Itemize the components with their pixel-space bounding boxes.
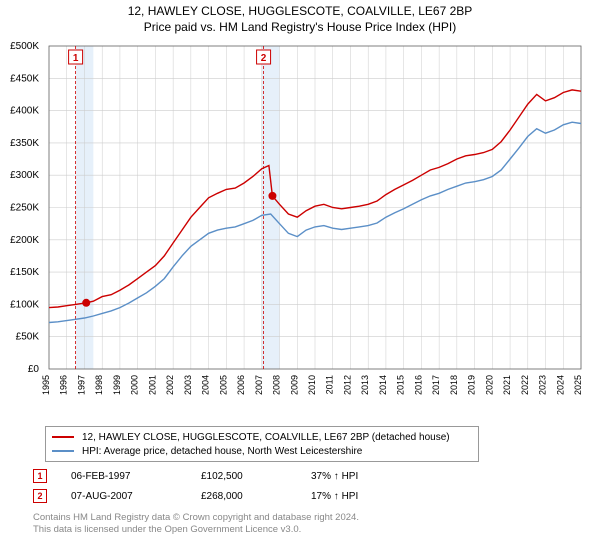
svg-text:2018: 2018 xyxy=(449,375,459,395)
svg-text:2019: 2019 xyxy=(467,375,477,395)
svg-text:2015: 2015 xyxy=(396,375,406,395)
svg-text:£0: £0 xyxy=(28,364,40,375)
svg-text:2025: 2025 xyxy=(573,375,583,395)
svg-text:2016: 2016 xyxy=(413,375,423,395)
sale-row: 2 07-AUG-2007£268,00017% ↑ HPI xyxy=(33,486,401,506)
legend: 12, HAWLEY CLOSE, HUGGLESCOTE, COALVILLE… xyxy=(45,426,479,462)
chart-title: 12, HAWLEY CLOSE, HUGGLESCOTE, COALVILLE… xyxy=(0,4,600,18)
sale-marker-box: 1 xyxy=(33,469,47,483)
svg-text:1999: 1999 xyxy=(112,375,122,395)
sale-hpi: 17% ↑ HPI xyxy=(311,491,401,502)
svg-text:1: 1 xyxy=(73,53,79,64)
legend-swatch xyxy=(52,450,74,452)
chart-area: £0£50K£100K£150K£200K£250K£300K£350K£400… xyxy=(45,42,585,397)
sale-marker-box: 2 xyxy=(33,489,47,503)
sale-row: 1 06-FEB-1997£102,50037% ↑ HPI xyxy=(33,466,401,486)
svg-text:2002: 2002 xyxy=(165,375,175,395)
svg-text:£150K: £150K xyxy=(10,267,39,278)
chart-subtitle: Price paid vs. HM Land Registry's House … xyxy=(0,20,600,34)
legend-swatch xyxy=(52,436,74,438)
svg-text:2011: 2011 xyxy=(325,375,335,394)
svg-text:2024: 2024 xyxy=(555,375,565,395)
svg-text:£200K: £200K xyxy=(10,235,39,246)
svg-text:2023: 2023 xyxy=(538,375,548,395)
svg-text:2014: 2014 xyxy=(378,375,388,395)
svg-text:2007: 2007 xyxy=(254,375,264,395)
svg-text:1995: 1995 xyxy=(41,375,51,395)
svg-text:2012: 2012 xyxy=(342,375,352,395)
svg-text:£100K: £100K xyxy=(10,299,39,310)
legend-label: HPI: Average price, detached house, Nort… xyxy=(82,446,362,457)
svg-text:£250K: £250K xyxy=(10,203,39,214)
svg-text:2001: 2001 xyxy=(147,375,157,395)
svg-text:2017: 2017 xyxy=(431,375,441,395)
svg-text:2000: 2000 xyxy=(130,375,140,395)
footer: Contains HM Land Registry data © Crown c… xyxy=(33,512,359,537)
svg-text:2021: 2021 xyxy=(502,375,512,395)
legend-item: 12, HAWLEY CLOSE, HUGGLESCOTE, COALVILLE… xyxy=(52,430,472,444)
svg-text:1998: 1998 xyxy=(94,375,104,395)
svg-text:2009: 2009 xyxy=(289,375,299,395)
svg-text:2022: 2022 xyxy=(520,375,530,395)
svg-text:2008: 2008 xyxy=(272,375,282,395)
svg-text:£50K: £50K xyxy=(16,332,40,343)
svg-text:£400K: £400K xyxy=(10,106,39,117)
footer-line-1: Contains HM Land Registry data © Crown c… xyxy=(33,512,359,524)
svg-text:2005: 2005 xyxy=(218,375,228,395)
sales-table: 1 06-FEB-1997£102,50037% ↑ HPI 2 07-AUG-200… xyxy=(33,466,401,506)
legend-item: HPI: Average price, detached house, Nort… xyxy=(52,444,472,458)
svg-text:2006: 2006 xyxy=(236,375,246,395)
svg-text:2013: 2013 xyxy=(360,375,370,395)
svg-text:1997: 1997 xyxy=(76,375,86,395)
svg-text:1996: 1996 xyxy=(59,375,69,395)
title-block: 12, HAWLEY CLOSE, HUGGLESCOTE, COALVILLE… xyxy=(0,0,600,34)
svg-text:2004: 2004 xyxy=(201,375,211,395)
sale-date: 07-AUG-2007 xyxy=(71,491,201,502)
svg-text:£500K: £500K xyxy=(10,41,39,52)
line-chart: £0£50K£100K£150K£200K£250K£300K£350K£400… xyxy=(45,42,585,397)
legend-label: 12, HAWLEY CLOSE, HUGGLESCOTE, COALVILLE… xyxy=(82,432,450,443)
footer-line-2: This data is licensed under the Open Gov… xyxy=(33,524,359,536)
svg-text:2020: 2020 xyxy=(484,375,494,395)
svg-text:£450K: £450K xyxy=(10,73,39,84)
svg-text:£350K: £350K xyxy=(10,138,39,149)
svg-text:£300K: £300K xyxy=(10,170,39,181)
svg-text:2: 2 xyxy=(261,53,267,64)
svg-text:2010: 2010 xyxy=(307,375,317,395)
svg-text:2003: 2003 xyxy=(183,375,193,395)
sale-date: 06-FEB-1997 xyxy=(71,471,201,482)
page-container: 12, HAWLEY CLOSE, HUGGLESCOTE, COALVILLE… xyxy=(0,0,600,560)
sale-price: £102,500 xyxy=(201,471,311,482)
sale-hpi: 37% ↑ HPI xyxy=(311,471,401,482)
sale-price: £268,000 xyxy=(201,491,311,502)
